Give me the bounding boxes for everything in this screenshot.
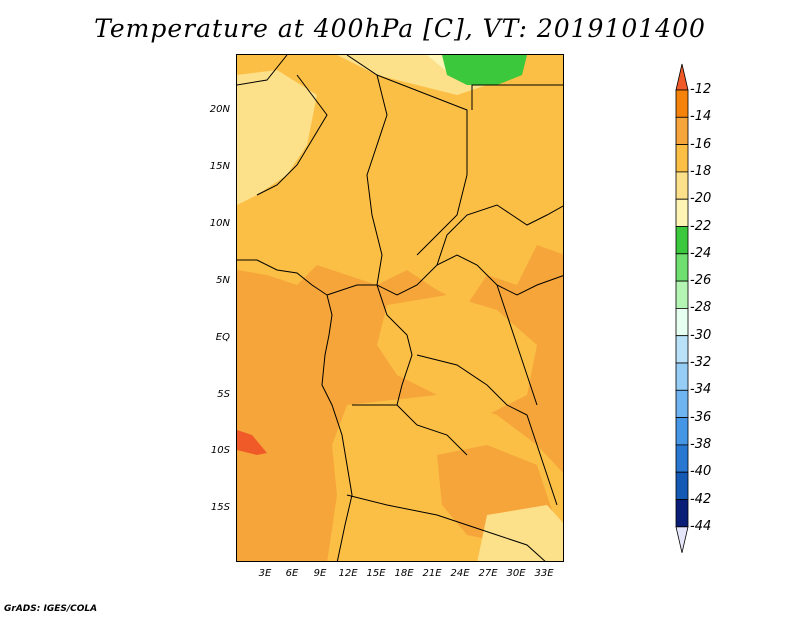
colorbar-label: -18 [690,163,712,179]
field-band-12-14 [237,430,267,455]
colorbar-swatch [675,253,689,282]
colorbar [675,63,689,553]
field-band-18-20-northwest [237,70,317,205]
colorbar-swatch [675,307,689,337]
colorbar-label: -16 [690,136,712,152]
colorbar-label: -40 [690,464,712,480]
x-tick-30e: 30E [506,568,526,579]
colorbar-label: -12 [690,82,712,97]
colorbar-label: -20 [690,191,712,207]
x-tick-27e: 27E [478,568,498,579]
colorbar-swatch [675,335,689,364]
colorbar-swatch [675,198,689,227]
x-tick-18e: 18E [394,568,414,579]
field-band-16-18-central [377,295,537,415]
y-tick-eq: EQ [215,332,230,343]
x-tick-9e: 9E [313,568,327,579]
colorbar-swatch [675,417,689,446]
colorbar-label: -32 [690,355,712,370]
x-tick-24e: 24E [450,568,470,579]
colorbar-label: -26 [690,273,712,289]
colorbar-swatch [675,499,689,528]
colorbar-label: -42 [690,491,712,507]
colorbar-swatch [675,362,689,391]
colorbar-top-arrow [675,63,689,91]
colorbar-swatch [675,116,689,145]
colorbar-swatch [675,144,689,173]
y-tick-10n: 10N [209,218,230,229]
colorbar-label: -30 [690,327,712,343]
colorbar-label: -24 [690,245,712,261]
colorbar-swatch [675,280,689,309]
map-title: Temperature at 400hPa [C], VT: 201910140… [94,14,706,43]
x-tick-15e: 15E [366,568,386,579]
colorbar-swatch [675,471,689,500]
x-tick-6e: 6E [285,568,299,579]
colorbar-swatch [675,389,689,418]
temperature-map [236,54,564,562]
colorbar-swatch [675,226,689,255]
colorbar-label: -28 [690,300,712,316]
field-band-22-24 [442,55,527,85]
colorbar-label: -36 [690,409,712,425]
country-borders [237,55,563,561]
y-tick-5n: 5N [216,275,230,286]
colorbar-swatch [675,171,689,200]
y-tick-5s: 5S [217,389,230,400]
colorbar-swatch [675,444,689,473]
colorbar-label: -34 [690,382,712,398]
y-tick-10s: 10S [210,445,230,456]
y-tick-20n: 20N [209,104,230,115]
colorbar-bottom-arrow [675,526,689,553]
x-tick-3e: 3E [258,568,272,579]
colorbar-label: -44 [690,518,712,534]
y-tick-15s: 15S [210,502,230,513]
x-tick-33e: 33E [534,568,554,579]
colorbar-label: -14 [690,109,712,125]
x-tick-21e: 21E [422,568,442,579]
colorbar-swatch [675,89,689,118]
y-tick-15n: 15N [209,161,230,172]
map-canvas [237,55,563,561]
x-tick-12e: 12E [338,568,358,579]
colorbar-label: -38 [690,436,712,452]
field-band-16-18-north [237,55,563,305]
footer-credit: GrADS: IGES/COLA [4,604,98,614]
colorbar-label: -22 [690,218,712,234]
field-band-18-20-southeast [477,505,563,561]
